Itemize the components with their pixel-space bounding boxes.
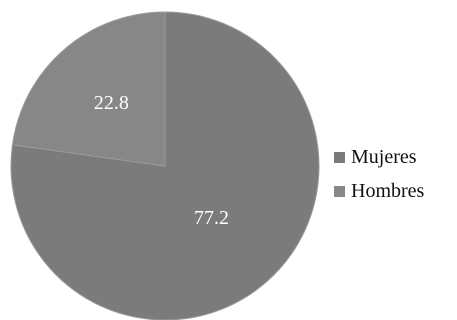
data-label-hombres: 22.8 (94, 92, 129, 114)
legend-label-hombres: Hombres (351, 179, 425, 202)
legend-swatch-hombres (334, 185, 345, 197)
pie-slice-mujeres (10, 11, 320, 320)
data-label-mujeres: 77.2 (194, 207, 229, 229)
pie-slice-hombres (11, 11, 166, 167)
chart-legend: Mujeres Hombres (334, 140, 424, 208)
legend-item-hombres: Hombres (334, 174, 424, 208)
legend-label-mujeres: Mujeres (351, 145, 417, 168)
legend-swatch-mujeres (334, 151, 345, 163)
legend-item-mujeres: Mujeres (334, 140, 424, 174)
